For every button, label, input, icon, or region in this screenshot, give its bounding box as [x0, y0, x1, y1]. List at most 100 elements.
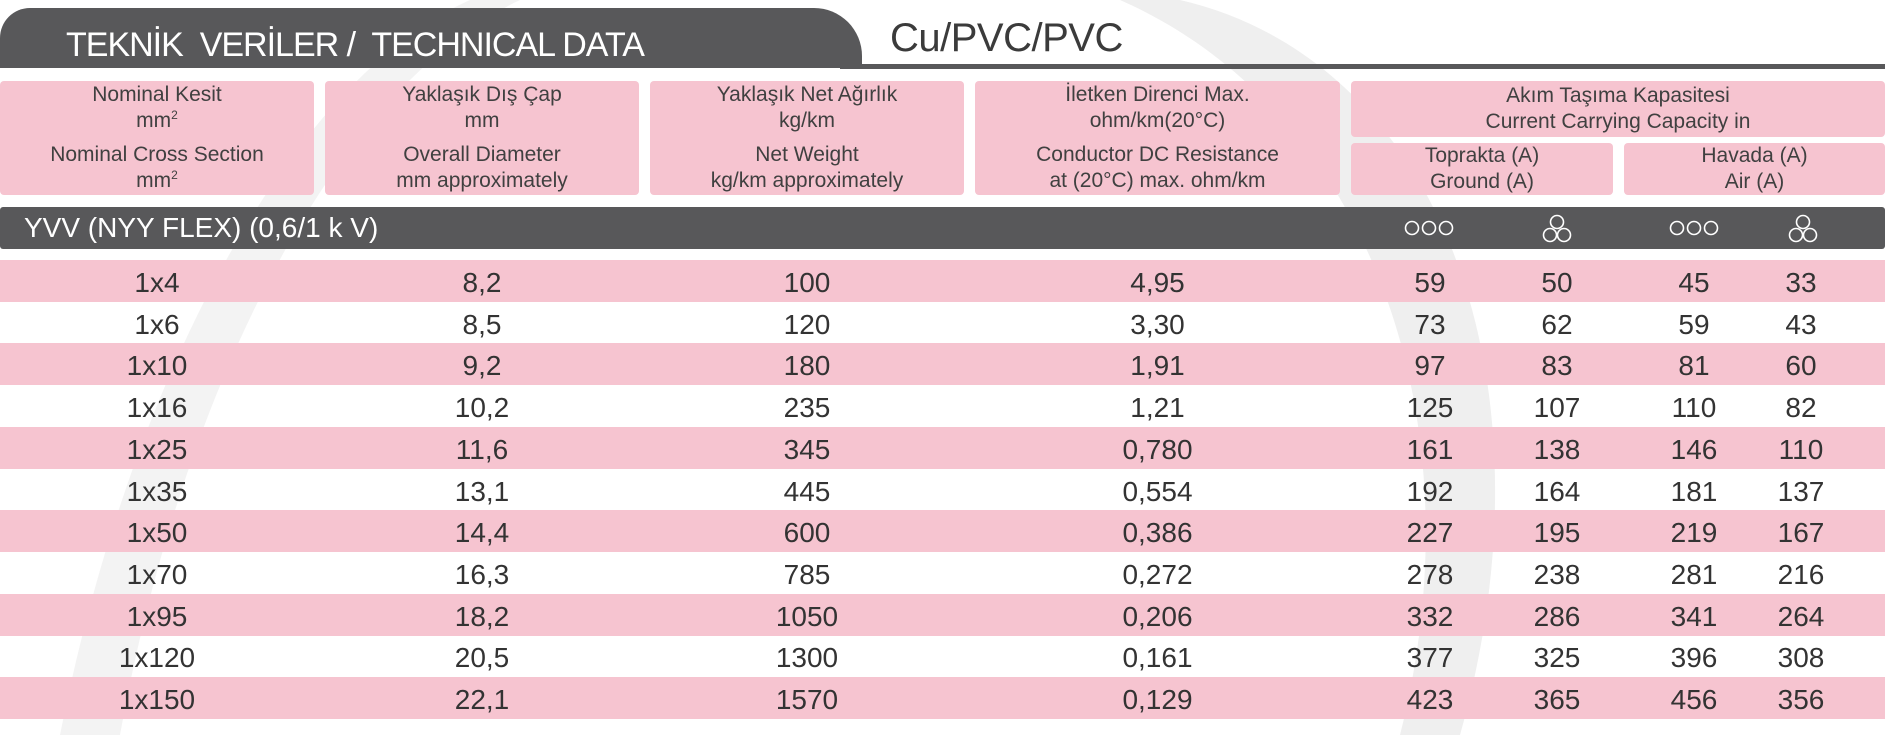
header-section-tr: Nominal Kesit [92, 83, 222, 106]
header-air: Havada (A) Air (A) [1624, 143, 1885, 195]
cell-conductor-resistance: 0,129 [1122, 684, 1193, 715]
cell-overall-diameter: 16,3 [454, 558, 510, 590]
cell-overall-diameter: 18,2 [454, 600, 510, 632]
header-diameter-tr: Yaklaşık Dış Çap [402, 83, 562, 106]
cell-ground-flat: 278 [1406, 558, 1454, 590]
cell-ground-trefoil: 83 [1541, 350, 1573, 382]
cell-nominal-section: 1x95 [126, 600, 188, 632]
header-section-en: Nominal Cross Section [50, 143, 264, 166]
cell-ground-flat: 332 [1406, 600, 1454, 632]
trefoil-formation-icon [1542, 214, 1572, 243]
cell-conductor-resistance: 4,95 [1130, 267, 1185, 298]
cell-net-weight: 1050 [775, 600, 839, 632]
header-resistance-tr-unit: ohm/km(20°C) [1089, 109, 1226, 132]
cell-overall-diameter: 13,1 [454, 475, 510, 507]
header-ground: Toprakta (A) Ground (A) [1351, 143, 1613, 195]
cell-ground-flat: 161 [1406, 433, 1454, 465]
cell-ground-trefoil: 50 [1541, 267, 1573, 298]
header-resistance-en: Conductor DC Resistance [1036, 143, 1279, 166]
cell-nominal-section: 1x25 [126, 433, 188, 465]
title-tab: TEKNİK VERİLER / TECHNICAL DATA [0, 8, 862, 68]
header-diameter-en: Overall Diameter [403, 143, 561, 166]
header-diameter-tr-unit: mm [464, 109, 500, 132]
cell-net-weight: 345 [783, 433, 831, 465]
cell-air-trefoil: 216 [1777, 558, 1825, 590]
cell-ground-flat: 423 [1406, 684, 1454, 715]
header-ground-en: Ground (A) [1430, 170, 1534, 193]
header-weight-en-unit: kg/km approximately [710, 169, 904, 192]
cell-conductor-resistance: 0,161 [1122, 642, 1193, 674]
cell-nominal-section: 1x35 [126, 475, 188, 507]
cell-nominal-section: 1x120 [118, 642, 196, 674]
header-resistance-en-unit: at (20°C) max. ohm/km [1049, 169, 1266, 192]
cell-ground-flat: 125 [1406, 392, 1454, 424]
header-overall-diameter: Yaklaşık Dış Çap mm Overall Diameter mm … [325, 81, 639, 195]
header-diameter-en-unit: mm approximately [396, 169, 568, 192]
header-weight-tr: Yaklaşık Net Ağırlık [716, 83, 898, 106]
cell-net-weight: 100 [783, 267, 831, 298]
cell-ground-trefoil: 138 [1533, 433, 1581, 465]
cell-overall-diameter: 8,2 [462, 267, 502, 298]
header-weight-tr-unit: kg/km [778, 109, 835, 132]
cell-air-flat: 181 [1670, 475, 1718, 507]
table-row: 1x70 16,3 785 0,272 278 238 281 216 [0, 552, 1885, 594]
cell-air-trefoil: 264 [1777, 600, 1825, 632]
cell-air-trefoil: 110 [1778, 433, 1824, 465]
cell-nominal-section: 1x4 [134, 267, 180, 298]
header-nominal-section: Nominal Kesit mm2 Nominal Cross Section … [0, 81, 314, 195]
cell-net-weight: 120 [783, 308, 831, 340]
flat-formation-icon [1669, 220, 1719, 236]
flat-formation-icon [1404, 220, 1454, 236]
superscript-two: 2 [171, 108, 178, 122]
cell-nominal-section: 1x16 [126, 392, 188, 424]
cell-nominal-section: 1x150 [118, 684, 196, 715]
header-section-tr-unit: mm [136, 109, 172, 132]
cell-air-trefoil: 308 [1777, 642, 1825, 674]
cell-overall-diameter: 20,5 [454, 642, 510, 674]
cell-ground-trefoil: 107 [1533, 392, 1581, 424]
cell-net-weight: 1300 [775, 642, 839, 674]
cell-conductor-resistance: 0,386 [1122, 517, 1193, 549]
cell-nominal-section: 1x50 [126, 517, 188, 549]
cell-conductor-resistance: 3,30 [1130, 308, 1185, 340]
header-resistance-tr: İletken Direnci Max. [1065, 83, 1250, 106]
cell-conductor-resistance: 1,21 [1130, 392, 1185, 424]
cell-overall-diameter: 22,1 [454, 684, 510, 715]
header-net-weight: Yaklaşık Net Ağırlık kg/km Net Weight kg… [650, 81, 964, 195]
cell-overall-diameter: 8,5 [462, 308, 502, 340]
title-underline [840, 64, 1885, 69]
cell-ground-trefoil: 365 [1533, 684, 1581, 715]
cell-ground-flat: 377 [1406, 642, 1454, 674]
cell-nominal-section: 1x6 [134, 308, 180, 340]
table-row: 1x10 9,2 180 1,91 97 83 81 60 [0, 343, 1885, 386]
table-row: 1x6 8,5 120 3,30 73 62 59 43 [0, 302, 1885, 344]
cell-ground-flat: 73 [1414, 308, 1446, 340]
table-row: 1x4 8,2 100 4,95 59 50 45 33 [0, 260, 1885, 302]
cell-air-trefoil: 167 [1777, 517, 1825, 549]
cell-air-flat: 81 [1678, 350, 1710, 382]
header-ground-tr: Toprakta (A) [1424, 144, 1540, 167]
superscript-two-en: 2 [171, 168, 178, 182]
cell-air-flat: 59 [1678, 308, 1710, 340]
cell-overall-diameter: 10,2 [454, 392, 510, 424]
cell-net-weight: 1570 [775, 684, 839, 715]
cell-net-weight: 235 [783, 392, 831, 424]
table-row: 1x150 22,1 1570 0,129 423 365 456 356 [0, 677, 1885, 719]
cell-air-trefoil: 60 [1785, 350, 1817, 382]
header-air-en: Air (A) [1724, 170, 1785, 193]
cell-conductor-resistance: 0,272 [1122, 558, 1193, 590]
cell-ground-flat: 59 [1414, 267, 1446, 298]
table-row: 1x50 14,4 600 0,386 227 195 219 167 [0, 510, 1885, 553]
trefoil-formation-icon [1788, 214, 1818, 243]
cell-air-trefoil: 43 [1785, 308, 1817, 340]
header-capacity-en: Current Carrying Capacity in [1485, 110, 1751, 133]
cell-air-trefoil: 82 [1785, 392, 1817, 424]
cell-air-flat: 45 [1678, 267, 1710, 298]
cable-series-title: YVV (NYY FLEX) (0,6/1 k V) [24, 212, 379, 243]
cell-ground-flat: 97 [1414, 350, 1446, 382]
cell-air-flat: 146 [1670, 433, 1718, 465]
header-current-capacity: Akım Taşıma Kapasitesi Current Carrying … [1351, 81, 1885, 137]
cell-air-flat: 341 [1670, 600, 1718, 632]
table-row: 1x16 10,2 235 1,21 125 107 110 82 [0, 385, 1885, 427]
table-row: 1x120 20,5 1300 0,161 377 325 396 308 [0, 635, 1885, 677]
